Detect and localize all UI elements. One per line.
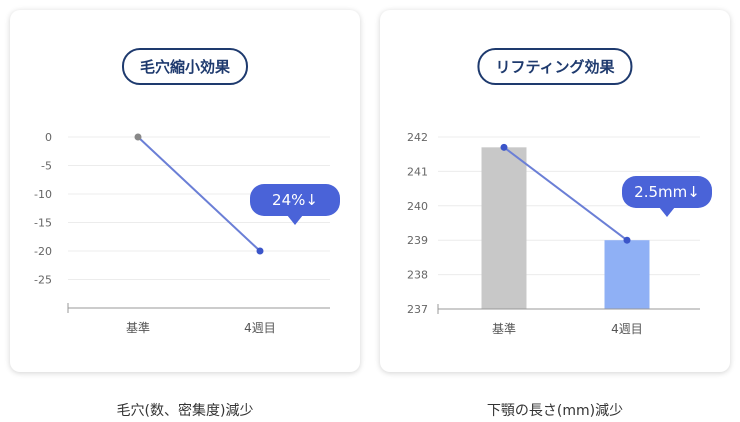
data-point — [500, 143, 508, 151]
y-tick-label: 242 — [407, 131, 428, 144]
bar-chart-card: リフティング効果 242 241 240 239 238 237 基準 4週目 2.5mm↓ — [380, 10, 730, 372]
line-chart-card: 毛穴縮小効果 0 -5 -10 -15 -20 -25 基準 4週目 24%↓ — [10, 10, 360, 372]
data-point — [256, 247, 264, 255]
x-tick-label: 4週目 — [244, 321, 276, 335]
x-tick-label: 基準 — [492, 321, 516, 336]
chart-title: 毛穴縮小効果 — [121, 48, 249, 85]
bar — [481, 147, 527, 309]
callout-bubble — [622, 176, 712, 208]
y-tick-label: 237 — [407, 303, 428, 316]
chart-caption: 毛穴(数、密集度)減少 — [116, 403, 254, 419]
y-tick-label: -10 — [34, 188, 52, 201]
y-tick-label: -15 — [34, 217, 52, 230]
callout-label: 2.5mm↓ — [634, 183, 700, 201]
trend-line — [503, 146, 628, 241]
x-tick-label: 基準 — [126, 320, 150, 335]
line-chart: 0 -5 -10 -15 -20 -25 基準 4週目 24%↓ — [34, 131, 340, 335]
chart-caption: 下顎の長さ(mm)減少 — [486, 403, 624, 419]
y-tick-label: -25 — [34, 274, 52, 287]
bar-chart: 242 241 240 239 238 237 基準 4週目 2.5mm↓ — [407, 131, 712, 336]
callout-pointer — [659, 207, 675, 217]
change-callout: 24%↓ — [250, 184, 340, 225]
y-tick-label: 240 — [407, 200, 428, 213]
callout-pointer — [287, 215, 303, 225]
y-tick-label: 239 — [407, 234, 428, 247]
data-point — [623, 236, 631, 244]
y-tick-label: 241 — [407, 165, 428, 178]
y-tick-label: 238 — [407, 269, 428, 282]
bar — [604, 240, 650, 309]
y-tick-label: -5 — [41, 160, 52, 173]
change-callout: 2.5mm↓ — [622, 176, 712, 217]
data-point — [134, 133, 142, 141]
chart-title: リフティング効果 — [477, 48, 633, 85]
y-tick-label: 0 — [45, 131, 52, 144]
y-tick-label: -20 — [34, 245, 52, 258]
callout-bubble — [250, 184, 340, 216]
callout-label: 24%↓ — [272, 191, 318, 209]
series-line — [137, 136, 261, 252]
x-tick-label: 4週目 — [611, 322, 643, 336]
